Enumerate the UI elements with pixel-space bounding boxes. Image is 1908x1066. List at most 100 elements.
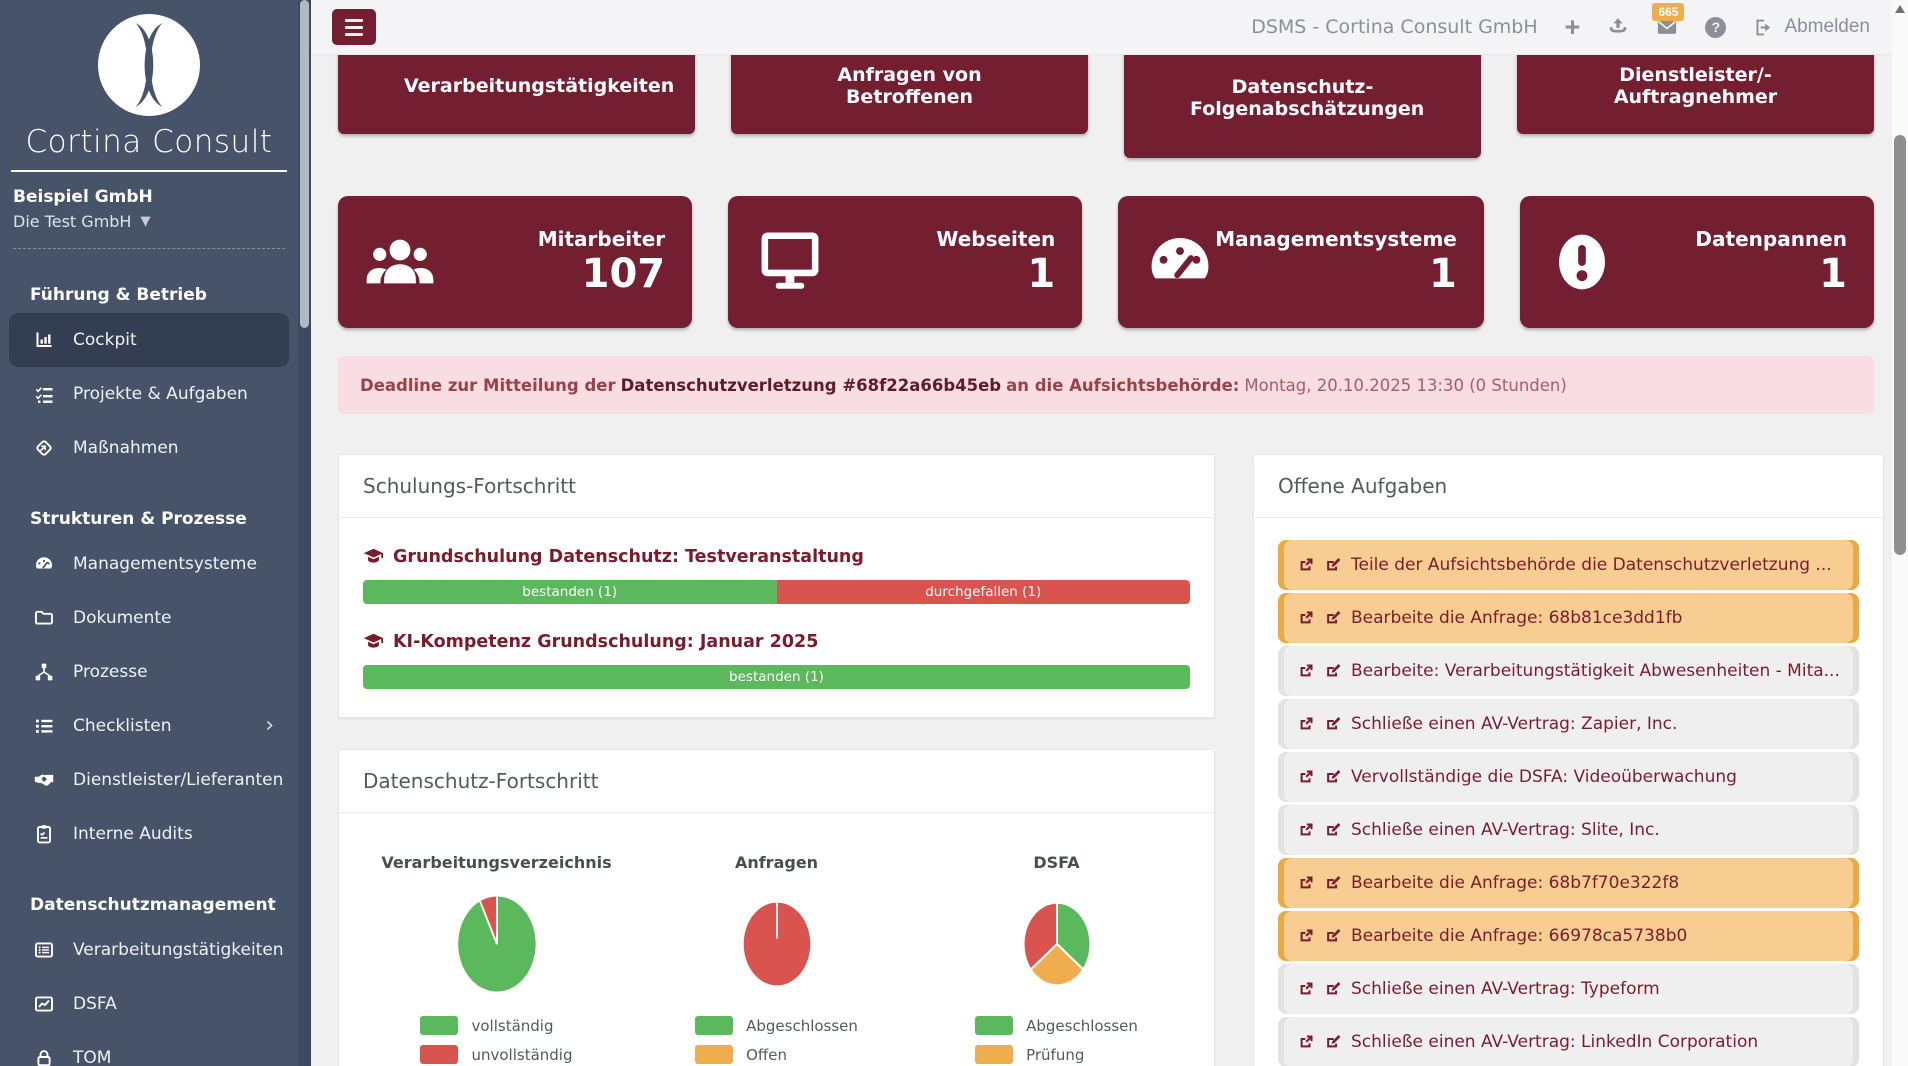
help-button[interactable]: ? — [1705, 16, 1727, 38]
handshake-icon — [32, 770, 56, 790]
task-item[interactable]: Bearbeite: Verarbeitungstätigkeit Abwese… — [1278, 646, 1859, 696]
task-item[interactable]: Bearbeite die Anfrage: 68b81ce3dd1fb — [1278, 593, 1859, 643]
edit-icon — [1327, 611, 1341, 624]
task-item[interactable]: Bearbeite die Anfrage: 68b7f70e322f8 — [1278, 858, 1859, 908]
users-icon — [365, 227, 435, 297]
stat-card-mitarbeiter[interactable]: Mitarbeiter 107 — [338, 196, 693, 328]
task-edit-link[interactable] — [1324, 662, 1342, 680]
task-open-link[interactable] — [1297, 662, 1315, 680]
task-edit-link[interactable] — [1324, 609, 1342, 627]
task-edit-link[interactable] — [1324, 1033, 1342, 1051]
logout-button[interactable]: Abmelden — [1753, 16, 1870, 38]
training-item-title: KI-Kompetenz Grundschulung: Januar 2025 — [363, 631, 1190, 652]
sidebar-item-dsfa[interactable]: DSFA — [0, 977, 298, 1031]
edit-icon — [1327, 717, 1341, 730]
sidebar-scrollbar-thumb[interactable] — [300, 0, 309, 328]
tenant-switcher[interactable]: Die Test GmbH ▼ — [13, 212, 285, 231]
task-item[interactable]: Schließe einen AV-Vertrag: Slite, Inc. — [1278, 805, 1859, 855]
task-open-link[interactable] — [1297, 874, 1315, 892]
task-label: Bearbeite die Anfrage: 68b81ce3dd1fb — [1351, 608, 1683, 628]
legend-label: Abgeschlossen — [1026, 1016, 1138, 1035]
edit-icon — [1327, 558, 1341, 571]
sidebar-item-label: Projekte & Aufgaben — [73, 384, 248, 404]
graduation-cap-icon — [363, 548, 384, 563]
menu-toggle-button[interactable] — [332, 9, 376, 45]
task-edit-link[interactable] — [1324, 715, 1342, 733]
sidebar-scrollbar[interactable] — [298, 0, 311, 1066]
mail-icon — [1658, 20, 1677, 34]
sidebar-item-label: DSFA — [73, 994, 117, 1014]
tenant-name: Die Test GmbH — [13, 212, 132, 231]
task-item[interactable]: Vervollständige die DSFA: Videoüberwachu… — [1278, 752, 1859, 802]
training-item-label: Grundschulung Datenschutz: Testveranstal… — [393, 546, 864, 567]
task-edit-link[interactable] — [1324, 768, 1342, 786]
task-open-link[interactable] — [1297, 768, 1315, 786]
deadline-banner: Deadline zur Mitteilung der Datenschutzv… — [338, 356, 1874, 414]
sidebar-item-projekte-aufgaben[interactable]: Projekte & Aufgaben — [0, 367, 298, 421]
scrollbar-up-arrow[interactable] — [1895, 5, 1905, 13]
pie-title: Verarbeitungsverzeichnis — [381, 853, 612, 872]
upload-button[interactable] — [1607, 16, 1629, 38]
sidebar-item-interne-audits[interactable]: Interne Audits — [0, 807, 298, 861]
sidebar-item-checklisten[interactable]: Checklisten › — [0, 699, 298, 753]
task-open-link[interactable] — [1297, 980, 1315, 998]
deadline-prefix: Deadline zur Mitteilung der — [360, 375, 616, 395]
task-edit-link[interactable] — [1324, 927, 1342, 945]
sidebar-item-managementsysteme[interactable]: Managementsysteme — [0, 537, 298, 591]
upload-icon — [1610, 18, 1627, 33]
sitemap-icon — [32, 662, 56, 682]
bar-chart-icon — [32, 330, 56, 350]
legend-swatch-orange — [975, 1045, 1014, 1064]
task-edit-link[interactable] — [1324, 980, 1342, 998]
sidebar-item-dokumente[interactable]: Dokumente — [0, 591, 298, 645]
task-edit-link[interactable] — [1324, 874, 1342, 892]
sidebar-item-prozesse[interactable]: Prozesse — [0, 645, 298, 699]
task-edit-link[interactable] — [1324, 821, 1342, 839]
sidebar-item-verarbeitungstaetigkeiten[interactable]: Verarbeitungstätigkeiten — [0, 923, 298, 977]
task-open-link[interactable] — [1297, 609, 1315, 627]
task-item[interactable]: Schließe einen AV-Vertrag: Zapier, Inc. — [1278, 699, 1859, 749]
monitor-icon — [755, 227, 825, 297]
sidebar-item-tom[interactable]: TOM — [0, 1031, 298, 1066]
unread-count-badge: 665 — [1652, 3, 1685, 21]
task-open-link[interactable] — [1297, 556, 1315, 574]
sidebar-item-massnahmen[interactable]: Maßnahmen — [0, 421, 298, 475]
task-item[interactable]: Bearbeite die Anfrage: 66978ca5738b0 — [1278, 911, 1859, 961]
chevron-right-icon: › — [265, 713, 274, 738]
progress-segment-passed: bestanden (1) — [363, 580, 777, 604]
task-label: Schließe einen AV-Vertrag: Typeform — [1351, 979, 1660, 999]
task-open-link[interactable] — [1297, 715, 1315, 733]
sidebar-item-label: Dokumente — [73, 608, 172, 628]
task-item[interactable]: Teile der Aufsichtsbehörde die Datenschu… — [1278, 540, 1859, 590]
messages-button[interactable]: 665 — [1652, 3, 1685, 38]
sidebar-item-label: Verarbeitungstätigkeiten — [73, 940, 284, 960]
page-scrollbar[interactable] — [1892, 0, 1908, 1066]
task-open-link[interactable] — [1297, 927, 1315, 945]
task-edit-link[interactable] — [1324, 556, 1342, 574]
stat-card-datenpannen[interactable]: Datenpannen 1 — [1519, 196, 1874, 328]
open-tasks-panel: Offene Aufgaben Teile der Aufsichtsbehör… — [1253, 454, 1884, 1066]
sidebar-item-cockpit[interactable]: Cockpit — [9, 313, 289, 367]
dashboard-panels: Schulungs-Fortschritt Grundschulung Date… — [338, 454, 1884, 1066]
stat-value: 1 — [1429, 251, 1457, 297]
tasks-panel-title: Offene Aufgaben — [1254, 455, 1883, 518]
task-open-link[interactable] — [1297, 1033, 1315, 1051]
pie-chart-verarbeitungsverzeichnis — [455, 894, 537, 994]
edit-icon — [1327, 876, 1341, 889]
external-link-icon — [1300, 982, 1313, 995]
nav-section-fuehrung: Führung & Betrieb — [30, 285, 207, 305]
task-item[interactable]: Schließe einen AV-Vertrag: Typeform — [1278, 964, 1859, 1014]
pie-title: DSFA — [1033, 853, 1080, 872]
training-progress-bar: bestanden (1) — [363, 665, 1190, 689]
folder-icon — [32, 608, 56, 628]
add-button[interactable]: + — [1565, 13, 1581, 41]
task-item[interactable]: Schließe einen AV-Vertrag: LinkedIn Corp… — [1278, 1017, 1859, 1066]
nav-card-dsfa[interactable]: Datenschutz-Folgenabschätzungen — [1124, 38, 1481, 158]
stat-card-managementsysteme[interactable]: Managementsysteme 1 — [1118, 196, 1484, 328]
sidebar-item-dienstleister[interactable]: Dienstleister/Lieferanten — [0, 753, 298, 807]
task-open-link[interactable] — [1297, 821, 1315, 839]
page-scrollbar-thumb[interactable] — [1894, 135, 1906, 555]
task-label: Teile der Aufsichtsbehörde die Datenschu… — [1351, 555, 1832, 575]
stat-card-webseiten[interactable]: Webseiten 1 — [728, 196, 1083, 328]
